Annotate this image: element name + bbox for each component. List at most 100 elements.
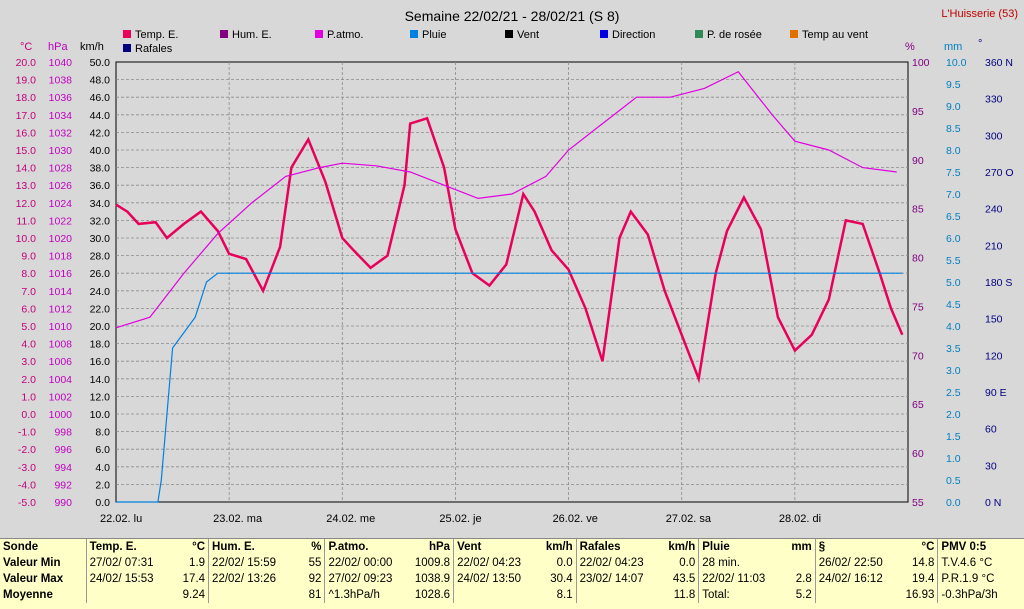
wind-tick-label: 16.0: [90, 356, 111, 368]
wind-tick-label: 34.0: [90, 198, 111, 210]
wind-tick-label: 2.0: [95, 479, 110, 491]
legend: Temp. E. Hum. E. P.atmo. Pluie Vent Direction…: [123, 29, 868, 55]
rain-tick-label: 1.0: [946, 453, 961, 465]
temp-tick-label: 6.0: [21, 303, 36, 315]
cell: 1009.8: [414, 557, 451, 569]
dir-tick-label: 330: [985, 94, 1003, 106]
rain-tick-label: 8.5: [946, 123, 961, 135]
temp-tick-label: 4.0: [21, 339, 36, 351]
hum-tick-label: 55: [912, 497, 924, 509]
press-tick-label: 1014: [49, 286, 73, 298]
day-label: 28.02. di: [779, 513, 821, 525]
hum-tick-label: 60: [912, 448, 924, 460]
press-tick-label: 1012: [49, 303, 73, 315]
cell: 22/02/ 11:03: [698, 571, 785, 587]
temp-tick-label: 19.0: [16, 75, 37, 87]
legend-label: P.atmo.: [327, 29, 364, 41]
rain-tick-label: 2.5: [946, 387, 961, 399]
cell: [85, 587, 173, 603]
dir-tick-label: 360 N: [985, 57, 1013, 69]
temp-tick-label: -3.0: [18, 462, 36, 474]
hum-tick-label: 65: [912, 399, 924, 411]
press-tick-label: 992: [54, 479, 72, 491]
cell: 22/02/ 15:59: [208, 555, 295, 571]
press-tick-label: 1032: [49, 127, 73, 139]
dir-tick-label: 150: [985, 314, 1003, 326]
cell: T.V.4.6 °C: [937, 555, 1024, 571]
dir-tick-label: 90 E: [985, 387, 1007, 399]
hum-tick-label: 90: [912, 155, 924, 167]
cell: 22/02/ 04:23: [575, 555, 663, 571]
press-tick-label: 1022: [49, 215, 73, 227]
wind-tick-label: 18.0: [90, 339, 111, 351]
weather-chart: Semaine 22/02/21 - 28/02/21 (S 8) L'Huis…: [15, 8, 1018, 525]
cell: 81: [308, 589, 322, 601]
stats-header-temp: Temp. E.: [85, 539, 173, 555]
temp-tick-label: 2.0: [21, 374, 36, 386]
press-tick-label: 1020: [49, 233, 73, 245]
legend-swatch: [315, 30, 323, 38]
cell: 17.4: [182, 573, 206, 585]
hum-tick-label: 70: [912, 350, 924, 362]
legend-swatch: [600, 30, 608, 38]
day-label: 22.02. lu: [100, 513, 142, 525]
temp-tick-label: -1.0: [18, 427, 36, 439]
temp-tick-label: 10.0: [16, 233, 37, 245]
cell: -0.3hPa/3h: [937, 587, 1024, 603]
cell: 19.4: [912, 573, 935, 585]
stats-header-wind-unit: km/h: [545, 541, 573, 553]
legend-label: Temp. E.: [135, 29, 178, 41]
temp-tick-label: -2.0: [18, 444, 36, 456]
wind-tick-label: 24.0: [90, 286, 111, 298]
wind-tick-label: 30.0: [90, 233, 111, 245]
cell: 30.4: [550, 573, 573, 585]
press-tick-label: 994: [54, 462, 72, 474]
cell: 24/02/ 16:12: [814, 571, 902, 587]
dir-tick-label: 120: [985, 350, 1003, 362]
rain-tick-label: 1.5: [946, 431, 961, 443]
press-tick-label: 1016: [49, 268, 73, 280]
temp-tick-label: 5.0: [21, 321, 36, 333]
day-label: 26.02. ve: [553, 513, 598, 525]
cell: 9.24: [182, 589, 206, 601]
press-tick-label: 1000: [49, 409, 73, 421]
hum-tick-label: 75: [912, 301, 924, 313]
hum-tick-label: 80: [912, 253, 924, 265]
day-label: 24.02. me: [326, 513, 375, 525]
legend-label: Vent: [517, 29, 539, 41]
rain-unit-label: mm: [944, 41, 962, 53]
day-label: 23.02. ma: [213, 513, 263, 525]
rain-tick-label: 3.5: [946, 343, 961, 355]
rain-tick-label: 4.5: [946, 299, 961, 311]
temp-tick-label: -4.0: [18, 479, 36, 491]
wind-tick-label: 46.0: [90, 92, 111, 104]
legend-swatch: [123, 30, 131, 38]
cell: 24/02/ 15:53: [85, 571, 173, 587]
wind-tick-label: 14.0: [90, 374, 111, 386]
temp-tick-label: 17.0: [16, 110, 37, 122]
legend-label: Rafales: [135, 43, 173, 55]
rain-tick-label: 2.0: [946, 409, 961, 421]
press-tick-label: 1034: [49, 110, 73, 122]
stats-header-hum: Hum. E.: [208, 539, 295, 555]
legend-swatch: [123, 44, 131, 52]
dir-tick-label: 180 S: [985, 277, 1012, 289]
wind-tick-label: 32.0: [90, 215, 111, 227]
dir-tick-label: 270 O: [985, 167, 1014, 179]
rain-tick-label: 10.0: [946, 57, 967, 69]
press-unit-label: hPa: [48, 41, 68, 53]
legend-swatch: [790, 30, 798, 38]
cell: 22/02/ 00:00: [324, 555, 412, 571]
stats-header-temp-unit: °C: [192, 541, 206, 553]
temp-tick-label: 12.0: [16, 198, 37, 210]
chart-title: Semaine 22/02/21 - 28/02/21 (S 8): [405, 8, 620, 24]
cell: [785, 555, 815, 571]
temp-tick-label: 16.0: [16, 127, 37, 139]
stats-header-pmv: PMV 0:5: [937, 539, 1024, 555]
press-tick-label: 1006: [49, 356, 73, 368]
hum-unit-label: %: [905, 41, 915, 53]
cell: 16.93: [905, 589, 935, 601]
temp-tick-label: 3.0: [21, 356, 36, 368]
cell: 27/02/ 09:23: [324, 571, 412, 587]
temp-tick-label: 11.0: [16, 215, 36, 227]
